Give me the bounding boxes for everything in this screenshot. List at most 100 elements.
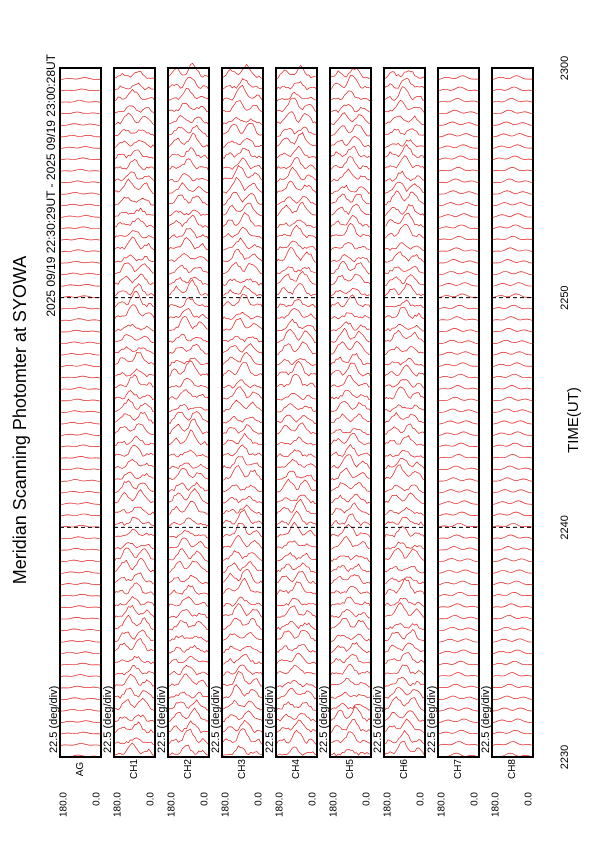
- trace: [113, 291, 156, 309]
- trace: [167, 537, 210, 550]
- trace: [167, 500, 210, 515]
- trace: [167, 655, 210, 665]
- trace: [491, 638, 534, 643]
- trace: [113, 423, 156, 436]
- trace: [383, 423, 426, 435]
- trace: [168, 276, 210, 286]
- trace: [275, 374, 318, 388]
- trace: [113, 665, 156, 677]
- trace: [221, 465, 264, 481]
- trace: [221, 157, 264, 170]
- trace: [491, 558, 534, 563]
- trace: [167, 411, 210, 424]
- trace: [59, 616, 102, 620]
- trace: [113, 129, 156, 137]
- channel-label: CH5: [345, 759, 356, 779]
- trace: [275, 81, 318, 91]
- trace: [437, 121, 480, 126]
- trace: [221, 100, 264, 113]
- panel-frame: [59, 67, 102, 758]
- trace: [437, 235, 480, 241]
- trace: [113, 230, 156, 240]
- trace: [275, 470, 318, 482]
- trace: [329, 663, 372, 677]
- trace: [329, 618, 372, 630]
- trace: [329, 90, 372, 102]
- trace: [167, 462, 210, 470]
- trace: [437, 109, 480, 115]
- trace: [491, 235, 534, 241]
- trace: [221, 293, 264, 310]
- trace: [275, 664, 318, 676]
- trace: [491, 465, 534, 471]
- trace: [113, 742, 156, 756]
- trace: [491, 190, 534, 195]
- trace: [383, 506, 426, 516]
- trace: [329, 443, 372, 457]
- trace: [59, 697, 102, 700]
- trace: [437, 282, 480, 287]
- trace: [383, 710, 426, 722]
- trace: [329, 261, 372, 275]
- trace: [221, 745, 264, 757]
- trace: [113, 283, 156, 297]
- trace: [59, 422, 102, 425]
- trace: [491, 155, 534, 161]
- trace: [383, 412, 426, 425]
- trace: [221, 484, 264, 492]
- trace: [383, 458, 426, 471]
- trace: [59, 169, 102, 172]
- trace: [275, 360, 318, 377]
- trace: [383, 566, 426, 574]
- top-label: 180.0: [59, 792, 70, 817]
- trace: [167, 673, 210, 688]
- channel-label: CH4: [291, 759, 302, 779]
- trace: [491, 396, 534, 402]
- trace: [383, 346, 426, 356]
- trace: [437, 247, 480, 252]
- trace: [113, 687, 156, 699]
- trace: [275, 283, 318, 297]
- trace: [437, 304, 480, 310]
- trace: [437, 569, 480, 574]
- bottom-label: 0.0: [200, 792, 211, 806]
- trace: [491, 133, 534, 138]
- trace: [167, 297, 210, 310]
- trace: [221, 495, 264, 505]
- trace: [275, 521, 318, 539]
- trace: [329, 433, 372, 446]
- trace: [221, 617, 264, 630]
- trace: [329, 203, 371, 216]
- trace: [329, 362, 372, 378]
- panel-frame: [221, 67, 264, 758]
- trace: [59, 605, 102, 608]
- trace: [491, 454, 534, 459]
- trace: [491, 327, 534, 333]
- trace: [275, 341, 318, 356]
- trace: [383, 623, 426, 630]
- trace: [222, 237, 264, 251]
- trace: [275, 318, 318, 333]
- trace: [383, 299, 426, 308]
- trace: [221, 311, 264, 321]
- title: Meridian Scanning Photomter at SYOWA: [10, 256, 30, 584]
- trace: [167, 560, 210, 573]
- trace: [59, 548, 102, 551]
- trace: [329, 215, 372, 229]
- trace: [437, 672, 480, 677]
- trace: [383, 676, 426, 688]
- trace: [113, 273, 156, 285]
- bottom-label: 0.0: [308, 792, 319, 806]
- trace: [383, 274, 426, 287]
- trace: [167, 488, 210, 505]
- trace: [329, 633, 372, 643]
- trace: [275, 266, 318, 275]
- trace: [113, 638, 156, 653]
- trace: [437, 271, 480, 275]
- trace: [437, 385, 480, 390]
- trace: [221, 719, 264, 734]
- trace: [167, 87, 210, 102]
- trace: [329, 327, 372, 343]
- trace: [113, 480, 156, 493]
- trace: [221, 432, 264, 446]
